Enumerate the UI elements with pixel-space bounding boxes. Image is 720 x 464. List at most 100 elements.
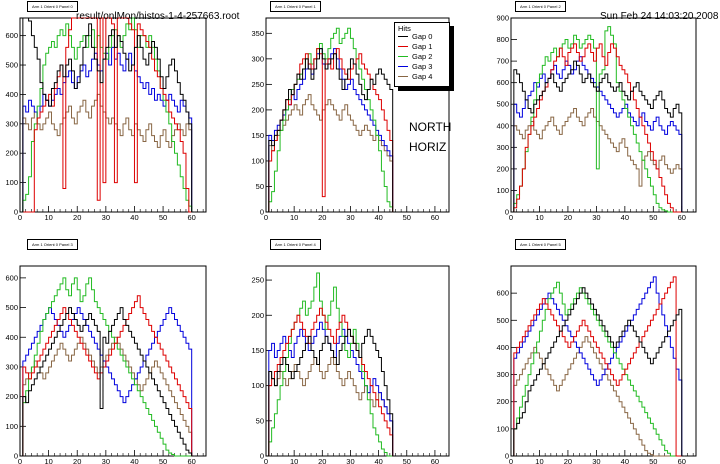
- y-tick-label: 500: [496, 100, 509, 109]
- histogram-line-gap-3: [266, 321, 396, 457]
- x-tick-label: 60: [188, 457, 196, 464]
- x-tick-label: 40: [621, 213, 629, 222]
- x-tick-label: 50: [649, 457, 657, 464]
- y-tick-label: 400: [496, 121, 509, 130]
- histogram-line-gap-0: [20, 307, 195, 457]
- histogram-line-gap-2: [511, 26, 685, 213]
- panel-title-4: Arm 1 Orient 0 Panel 4: [270, 239, 321, 250]
- histogram-line-gap-0: [266, 328, 396, 457]
- x-tick-label: 10: [44, 457, 52, 464]
- histogram-panel-4: 0 10 20 30 40 50 60 50 100 150 200 250 0: [251, 265, 450, 464]
- legend-swatch: [398, 36, 408, 38]
- legend-item: Gap 1: [398, 42, 448, 52]
- legend-item: Gap 3: [398, 62, 448, 72]
- histogram-line-gap-4: [511, 336, 685, 457]
- histogram-panel-0: 0 10 20 30 40 50 60 100 200 300 400 500 600 0: [5, 17, 207, 222]
- y-tick-label: 400: [496, 343, 509, 352]
- y-tick-label: 100: [5, 422, 18, 431]
- histogram-panel-2: 0 10 20 30 40 50 60 100 200 300 400 500 600 700 800 900…: [496, 14, 697, 222]
- y-tick-label: 600: [5, 273, 18, 282]
- legend-item: Gap 2: [398, 52, 448, 62]
- legend-label: Gap 1: [412, 42, 433, 51]
- y-tick-label: 350: [251, 29, 264, 38]
- histogram-line-gap-1: [511, 43, 685, 213]
- x-tick-label: 20: [318, 457, 326, 464]
- x-tick-label: 30: [102, 457, 110, 464]
- y-tick-label: 300: [251, 54, 264, 63]
- legend-swatch: [398, 76, 408, 78]
- y-tick-label: 500: [496, 316, 509, 325]
- y-tick-label: 600: [496, 78, 509, 87]
- y-tick-label: 250: [251, 276, 264, 285]
- plot-frame: [19, 265, 207, 457]
- x-tick-label: 20: [564, 457, 572, 464]
- legend-item: Gap 0: [398, 32, 448, 42]
- x-tick-label: 40: [621, 457, 629, 464]
- legend-label: Gap 3: [412, 62, 433, 71]
- y-tick-label: 50: [256, 182, 264, 191]
- y-tick-label: 600: [496, 289, 509, 298]
- y-tick-label: 300: [496, 143, 509, 152]
- x-tick-label: 10: [535, 213, 543, 222]
- x-tick-label: 60: [678, 213, 686, 222]
- x-tick-label: 0: [509, 457, 513, 464]
- x-tick-label: 60: [678, 457, 686, 464]
- legend: Hits Gap 0 Gap 1 Gap 2 Gap 3 Gap 4: [394, 22, 450, 87]
- histogram-line-gap-1: [20, 295, 195, 457]
- y-tick-label: 700: [496, 57, 509, 66]
- y-tick-label: 200: [5, 392, 18, 401]
- histogram-line-gap-1: [511, 276, 685, 457]
- x-tick-label: 0: [18, 213, 22, 222]
- x-tick-label: 60: [431, 457, 439, 464]
- y-tick-label: 200: [5, 149, 18, 158]
- x-tick-label: 30: [346, 213, 354, 222]
- histogram-panel-1: 0 10 20 30 40 50 60 50 100 150 200 250 300 350 0: [251, 17, 450, 222]
- plot-frame: [19, 17, 207, 213]
- y-tick-label: 0: [505, 208, 509, 217]
- y-tick-label: 100: [251, 381, 264, 390]
- x-tick-label: 0: [509, 213, 513, 222]
- y-tick-label: 150: [251, 131, 264, 140]
- y-tick-label: 400: [5, 90, 18, 99]
- y-tick-label: 400: [5, 333, 18, 342]
- panel-title-2: Arm 1 Orient 0 Panel 2: [515, 1, 566, 12]
- north-label: NORTH: [409, 120, 452, 134]
- x-tick-label: 30: [346, 457, 354, 464]
- legend-swatch: [398, 66, 408, 68]
- y-tick-label: 50: [256, 416, 264, 425]
- y-tick-label: 200: [251, 105, 264, 114]
- y-tick-label: 300: [5, 362, 18, 371]
- x-tick-label: 50: [649, 213, 657, 222]
- legend-item: Gap 4: [398, 72, 448, 82]
- y-tick-label: 0: [260, 452, 264, 461]
- y-tick-label: 250: [251, 80, 264, 89]
- x-tick-label: 40: [130, 457, 138, 464]
- panel-title-3: Arm 1 Orient 0 Panel 3: [27, 239, 78, 250]
- timestamp: Sun Feb 24 14:03:20 2008: [600, 11, 719, 22]
- histogram-line-gap-4: [266, 356, 396, 457]
- y-tick-label: 100: [251, 156, 264, 165]
- y-tick-label: 100: [5, 178, 18, 187]
- histogram-line-gap-2: [20, 277, 195, 457]
- x-tick-label: 10: [44, 213, 52, 222]
- x-tick-label: 30: [102, 213, 110, 222]
- x-tick-label: 40: [374, 457, 382, 464]
- x-tick-label: 10: [535, 457, 543, 464]
- legend-swatch: [398, 46, 408, 48]
- y-tick-label: 800: [496, 35, 509, 44]
- y-tick-label: 0: [14, 452, 18, 461]
- x-tick-label: 20: [73, 457, 81, 464]
- file-name: result/onlMon/histos-1-4-257663.root: [76, 11, 240, 22]
- x-tick-label: 50: [403, 213, 411, 222]
- x-tick-label: 60: [431, 213, 439, 222]
- histogram-line-gap-0: [266, 48, 396, 213]
- histogram-line-gap-3: [20, 307, 195, 457]
- plot-frame: [510, 17, 697, 213]
- y-tick-label: 900: [496, 14, 509, 23]
- y-tick-label: 0: [14, 208, 18, 217]
- x-tick-label: 10: [290, 213, 298, 222]
- x-tick-label: 60: [188, 213, 196, 222]
- y-tick-label: 200: [496, 397, 509, 406]
- histogram-line-gap-0: [511, 60, 685, 213]
